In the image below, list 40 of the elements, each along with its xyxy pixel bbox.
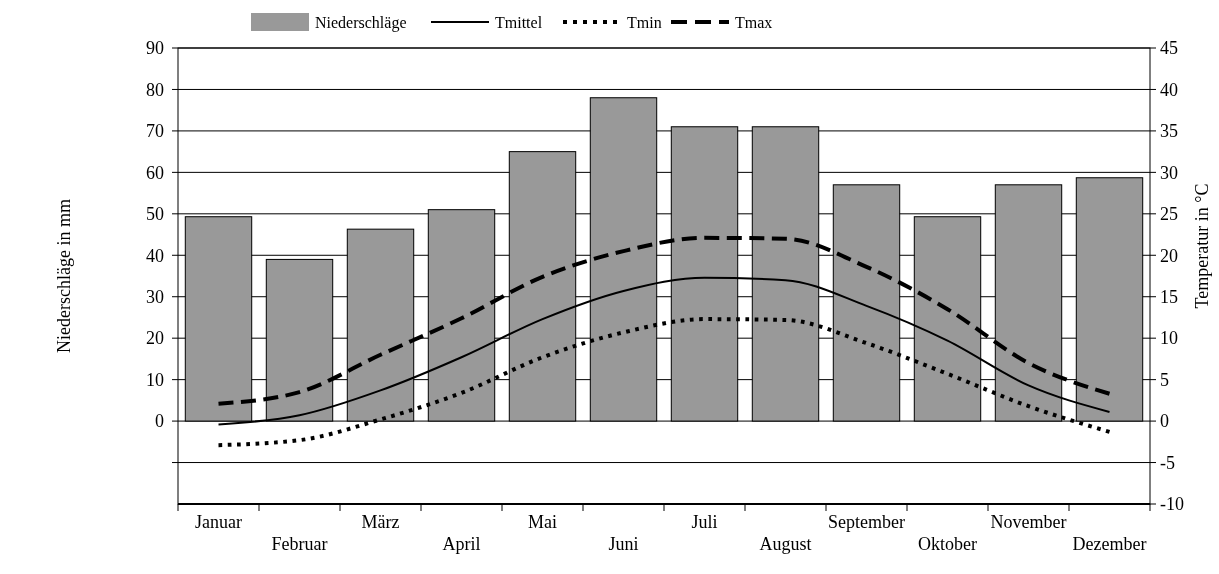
y2-tick-label: 40 [1160,79,1178,100]
x-tick-label: April [442,534,481,554]
y-tick-label: 70 [146,121,164,142]
x-tick-label: August [759,534,812,554]
x-tick-label: Dezember [1072,534,1147,554]
y-tick-label: 80 [146,79,164,100]
y2-tick-label: -5 [1160,452,1175,473]
x-tick-label: Oktober [918,534,977,554]
legend-label: Niederschläge [315,13,407,32]
y2-tick-label: 30 [1160,162,1178,183]
x-tick-label: September [828,512,905,532]
y2-axis-title: Temperatur in °C [1192,183,1212,309]
y2-tick-label: 35 [1160,121,1178,142]
y-tick-label: 50 [146,204,164,225]
x-tick-label: Mai [528,512,557,532]
y2-tick-label: 25 [1160,204,1178,225]
y-tick-label: 10 [146,369,164,390]
x-tick-label: Januar [195,512,242,532]
y-tick-label: 90 [146,38,164,59]
y2-tick-label: 10 [1160,328,1178,349]
x-tick-label: November [990,512,1067,532]
y-tick-label: 40 [146,245,164,266]
y-tick-label: 20 [146,328,164,349]
x-tick-label: Juli [691,512,718,532]
y-axis-title: Niederschläge in mm [54,199,74,353]
y2-tick-label: 15 [1160,287,1178,308]
y2-tick-label: 45 [1160,38,1178,59]
y2-tick-label: -10 [1160,494,1184,515]
x-tick-label: Juni [608,534,639,554]
y-tick-label: 0 [155,411,164,432]
x-tick-label: Februar [271,534,328,554]
y2-tick-label: 20 [1160,245,1178,266]
legend-label: Tmittel [495,13,543,31]
y-tick-label: 60 [146,162,164,183]
y2-tick-label: 0 [1160,411,1169,432]
y2-tick-label: 5 [1160,369,1169,390]
legend-label: Tmax [735,13,773,31]
legend-label: Tmin [627,13,662,31]
y-tick-label: 30 [146,287,164,308]
x-tick-label: März [361,512,400,532]
